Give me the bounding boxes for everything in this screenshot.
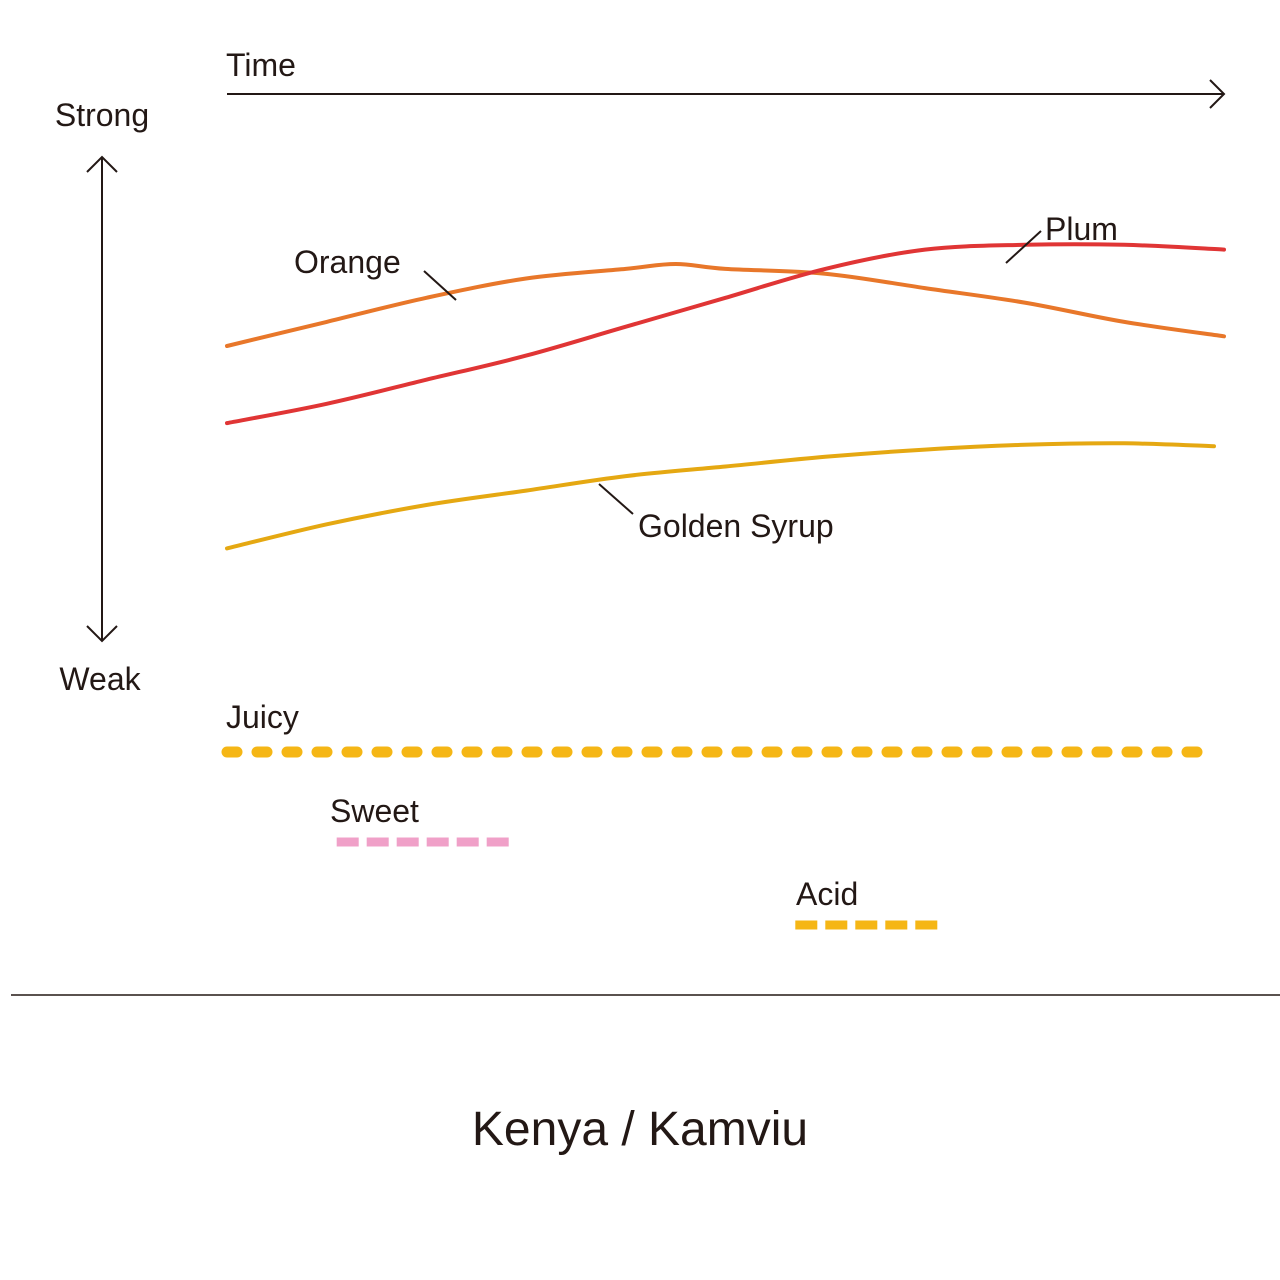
series-line-plum — [225, 242, 1226, 426]
strength-axis-up-arrowhead — [86, 155, 118, 173]
chart-title: Kenya / Kamviu — [471, 1103, 809, 1156]
series-label-plum: Plum — [1045, 211, 1118, 247]
attribute-label-juicy: Juicy — [226, 699, 299, 735]
weak-label: Weak — [59, 661, 141, 697]
time-axis-label: Time — [226, 47, 296, 83]
attribute-label-acid: Acid — [796, 876, 858, 912]
strength-axis-down-arrowhead — [86, 625, 118, 643]
strong-label: Strong — [55, 97, 149, 133]
series-line-golden-syrup — [225, 441, 1216, 551]
series-label-golden-syrup: Golden Syrup — [638, 508, 834, 544]
golden-syrup-leader-line — [598, 483, 634, 515]
orange-leader-line — [423, 270, 457, 301]
attribute-label-sweet: Sweet — [330, 793, 419, 829]
plum-leader-line — [1005, 230, 1042, 264]
series-line-orange — [225, 261, 1226, 348]
series-label-orange: Orange — [294, 244, 401, 280]
